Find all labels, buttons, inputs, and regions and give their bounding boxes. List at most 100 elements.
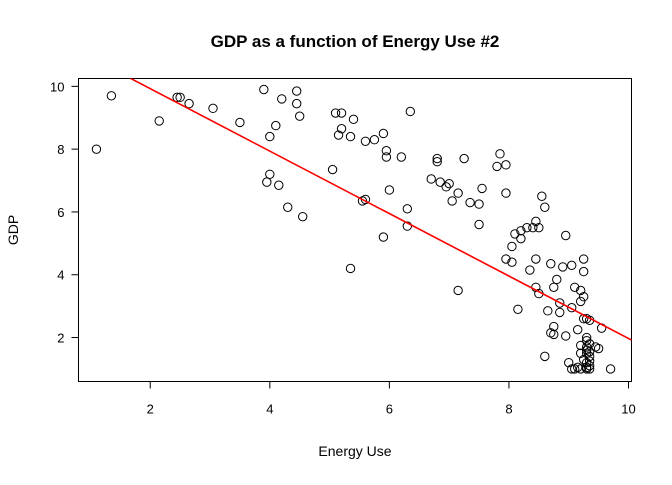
data-point bbox=[507, 241, 517, 252]
data-point bbox=[584, 346, 595, 357]
data-point bbox=[575, 296, 586, 307]
data-point bbox=[567, 260, 577, 271]
data-point bbox=[172, 92, 182, 103]
data-point bbox=[402, 221, 413, 231]
data-point bbox=[567, 364, 577, 374]
data-point bbox=[405, 106, 415, 117]
data-point bbox=[384, 185, 395, 195]
data-point bbox=[297, 211, 308, 222]
x-tick-label: 6 bbox=[386, 402, 393, 417]
data-point bbox=[581, 335, 592, 346]
data-point bbox=[578, 254, 589, 264]
data-point bbox=[336, 124, 347, 134]
x-tick-label: 2 bbox=[147, 402, 154, 417]
data-point bbox=[381, 152, 392, 162]
data-point bbox=[516, 226, 526, 236]
data-point bbox=[465, 197, 475, 208]
data-point bbox=[522, 222, 532, 233]
data-point bbox=[295, 111, 305, 121]
data-point bbox=[327, 164, 338, 175]
data-point bbox=[402, 204, 413, 214]
regression-line bbox=[129, 78, 632, 341]
data-point bbox=[546, 259, 556, 269]
data-point bbox=[584, 351, 595, 362]
data-point bbox=[432, 153, 442, 164]
data-point bbox=[175, 92, 185, 103]
data-point bbox=[528, 222, 538, 233]
data-point bbox=[531, 216, 541, 227]
data-point bbox=[333, 130, 344, 140]
data-point bbox=[292, 98, 302, 109]
data-point bbox=[575, 364, 586, 374]
y-axis-label: GDP bbox=[5, 215, 21, 245]
y-tick-label: 8 bbox=[57, 142, 64, 157]
data-point bbox=[552, 274, 562, 285]
data-point bbox=[531, 254, 541, 264]
data-point bbox=[537, 191, 547, 201]
data-point bbox=[348, 114, 359, 125]
data-point bbox=[549, 321, 559, 332]
data-point bbox=[564, 357, 574, 368]
data-points bbox=[91, 84, 616, 374]
data-point bbox=[516, 233, 526, 244]
data-point bbox=[507, 257, 517, 267]
data-point bbox=[184, 98, 194, 109]
data-point bbox=[501, 188, 511, 198]
data-point bbox=[584, 364, 595, 374]
data-point bbox=[369, 135, 380, 145]
data-point bbox=[330, 108, 341, 118]
data-point bbox=[441, 182, 451, 192]
data-point bbox=[378, 128, 389, 139]
data-point bbox=[558, 262, 568, 272]
data-point bbox=[605, 364, 616, 374]
data-point bbox=[265, 169, 275, 179]
y-tick-label: 4 bbox=[57, 268, 64, 283]
data-point bbox=[561, 230, 571, 241]
data-point bbox=[578, 292, 589, 302]
data-point bbox=[154, 116, 164, 126]
data-point bbox=[495, 149, 505, 159]
x-tick-label: 4 bbox=[266, 402, 273, 417]
axes-layer: 2 4 6 8 10 2 4 6 8 10 bbox=[50, 79, 636, 416]
data-point bbox=[501, 254, 511, 264]
data-point bbox=[549, 329, 559, 340]
y-tick-label: 6 bbox=[57, 205, 64, 220]
data-point bbox=[235, 117, 245, 128]
data-point bbox=[477, 183, 487, 194]
data-point bbox=[501, 160, 511, 170]
data-point bbox=[435, 177, 445, 187]
data-point bbox=[575, 340, 586, 351]
data-point bbox=[208, 103, 218, 114]
data-point bbox=[549, 282, 559, 292]
regression-line-layer bbox=[129, 78, 632, 341]
data-point bbox=[510, 229, 520, 239]
data-point bbox=[540, 351, 550, 362]
data-point bbox=[426, 174, 436, 184]
data-point bbox=[91, 144, 102, 154]
data-point bbox=[572, 324, 583, 335]
data-point bbox=[575, 285, 586, 296]
data-point bbox=[584, 356, 595, 366]
data-point bbox=[555, 298, 565, 308]
data-point bbox=[555, 307, 565, 318]
x-tick-label: 8 bbox=[505, 402, 512, 417]
data-point bbox=[444, 178, 454, 189]
data-point bbox=[292, 86, 302, 96]
data-point bbox=[262, 177, 272, 187]
data-point bbox=[534, 222, 544, 233]
data-point bbox=[277, 94, 287, 104]
data-point bbox=[492, 161, 502, 172]
data-point bbox=[513, 304, 523, 314]
data-point bbox=[259, 84, 269, 95]
data-point bbox=[459, 153, 469, 164]
data-point bbox=[106, 91, 117, 101]
data-point bbox=[575, 348, 586, 358]
data-point bbox=[578, 354, 589, 365]
data-point bbox=[381, 146, 392, 156]
data-point bbox=[283, 202, 293, 212]
x-tick-label: 10 bbox=[621, 402, 635, 417]
chart-title: GDP as a function of Energy Use #2 bbox=[211, 32, 500, 51]
data-point bbox=[360, 136, 371, 147]
